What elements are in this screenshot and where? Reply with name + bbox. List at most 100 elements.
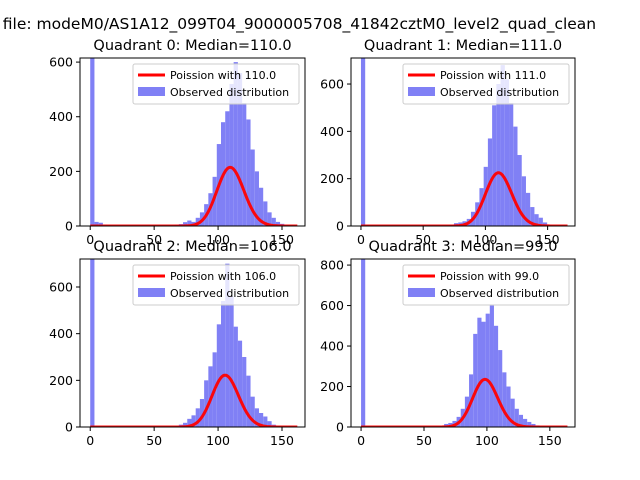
quadrant-0-title: Quadrant 0: Median=110.0 (93, 38, 291, 54)
poisson-curve (90, 165, 298, 226)
histogram-bar (502, 372, 507, 427)
legend-bar-swatch (408, 87, 435, 96)
y-tick-label: 200 (320, 379, 344, 394)
legend-box (132, 264, 300, 306)
y-tick-label: 600 (320, 77, 344, 92)
histogram-bar (233, 62, 238, 226)
histogram-bar (267, 212, 272, 226)
histogram-bar (513, 126, 518, 226)
histogram-bar (191, 415, 196, 427)
quadrant-2-title: Quadrant 2: Median=106.0 (93, 239, 291, 255)
histogram-bar (246, 375, 251, 427)
histogram-bar (504, 79, 510, 226)
histogram-bar (477, 317, 482, 427)
legend-label-poisson: Poission with 110.0 (170, 69, 276, 82)
histogram-bar (229, 83, 234, 226)
histogram-bar (237, 73, 243, 226)
histogram-bar (361, 259, 366, 427)
legend-bar-swatch (138, 288, 165, 297)
legend: Poission with 106.0 Observed distribution (132, 264, 300, 306)
histogram-bar (538, 217, 543, 226)
y-tick-label: 600 (49, 55, 73, 70)
legend-label-poisson: Poission with 99.0 (440, 270, 539, 283)
histogram-bar (360, 58, 366, 226)
histogram-bar (254, 408, 259, 427)
histogram-bar (521, 176, 526, 226)
histogram-bar (510, 398, 515, 427)
quadrant-1-title: Quadrant 1: Median=111.0 (364, 38, 562, 54)
histogram-bar (250, 396, 255, 427)
histogram-bar (518, 414, 524, 427)
x-tick-label: 0 (357, 433, 365, 448)
legend-label-poisson: Poission with 111.0 (440, 69, 546, 82)
histogram-bar (233, 326, 238, 427)
histogram-bar (506, 386, 511, 427)
histogram-bar (514, 408, 519, 427)
x-tick-label: 100 (473, 232, 497, 247)
y-tick-label: 0 (65, 219, 73, 234)
legend-box (402, 264, 570, 306)
histogram-bar (258, 413, 264, 427)
legend: Poission with 99.0 Observed distribution (402, 264, 570, 306)
histogram-bar (500, 65, 505, 226)
plot-area (90, 58, 298, 226)
poisson-curve (90, 373, 298, 427)
legend-label-observed: Observed distribution (170, 86, 289, 99)
legend: Poission with 111.0 Observed distribution (402, 63, 570, 105)
y-tick-label: 400 (320, 339, 344, 354)
histogram-bar (496, 84, 501, 226)
histogram-bar (246, 119, 251, 226)
axes-frame (79, 258, 306, 428)
x-tick-label: 100 (206, 232, 230, 247)
histogram-bar (509, 102, 514, 226)
histogram-bar (258, 187, 264, 226)
y-tick-label: 600 (320, 298, 344, 313)
histogram-bar (242, 103, 247, 226)
y-tick-label: 200 (49, 164, 73, 179)
histogram-bar (183, 422, 188, 427)
histogram-bar (212, 176, 217, 226)
histogram-bar (492, 105, 497, 226)
legend-box (402, 63, 570, 105)
x-tick-label: 50 (415, 232, 431, 247)
quadrant-2-panel: 0 50 100 150 0 200 400 600 Poission with 106.0 Ob… (49, 239, 306, 448)
y-tick-label: 400 (49, 326, 73, 341)
quadrant-1-panel: 0 50 100 150 0 200 400 600 Poission with 111.0 Ob… (320, 38, 576, 247)
histogram-bar (183, 222, 188, 226)
legend-box (132, 63, 300, 105)
plot-area (90, 259, 298, 427)
histogram-bar (90, 259, 95, 427)
y-tick-label: 800 (320, 258, 344, 273)
legend-label-observed: Observed distribution (440, 86, 559, 99)
y-tick-label: 0 (336, 219, 344, 234)
histogram-bar (199, 399, 205, 427)
y-tick-label: 200 (49, 373, 73, 388)
histogram-bar (530, 207, 535, 226)
histogram-bar (94, 221, 99, 226)
figure-title: n file: modeM0/AS1A12_099T04_9000005708_… (0, 15, 596, 34)
histogram-bar (523, 418, 528, 427)
histogram-bar (254, 171, 259, 226)
histogram-bar (225, 263, 230, 427)
histogram-bar (221, 301, 226, 427)
histogram-bar (187, 418, 192, 427)
axes-frame (79, 57, 306, 227)
x-tick-label: 150 (270, 232, 294, 247)
histogram-bar (237, 340, 243, 427)
y-tick-label: 400 (320, 124, 344, 139)
plot-area (360, 58, 568, 226)
x-tick-label: 150 (270, 433, 294, 448)
histogram-bar (275, 221, 281, 226)
legend-label-poisson: Poission with 106.0 (170, 270, 276, 283)
histogram-bar (267, 421, 272, 427)
histogram-bar (187, 220, 192, 226)
histogram-bar (195, 408, 200, 427)
histogram-bar (242, 357, 247, 427)
histogram-bar (98, 222, 103, 226)
quadrant-0-panel: 0 50 100 150 0 200 400 600 Poission with 110.0 Ob… (49, 38, 306, 247)
histogram-bar (271, 217, 276, 226)
histogram-bar (263, 201, 268, 226)
x-tick-label: 150 (538, 433, 562, 448)
y-tick-label: 0 (65, 420, 73, 435)
